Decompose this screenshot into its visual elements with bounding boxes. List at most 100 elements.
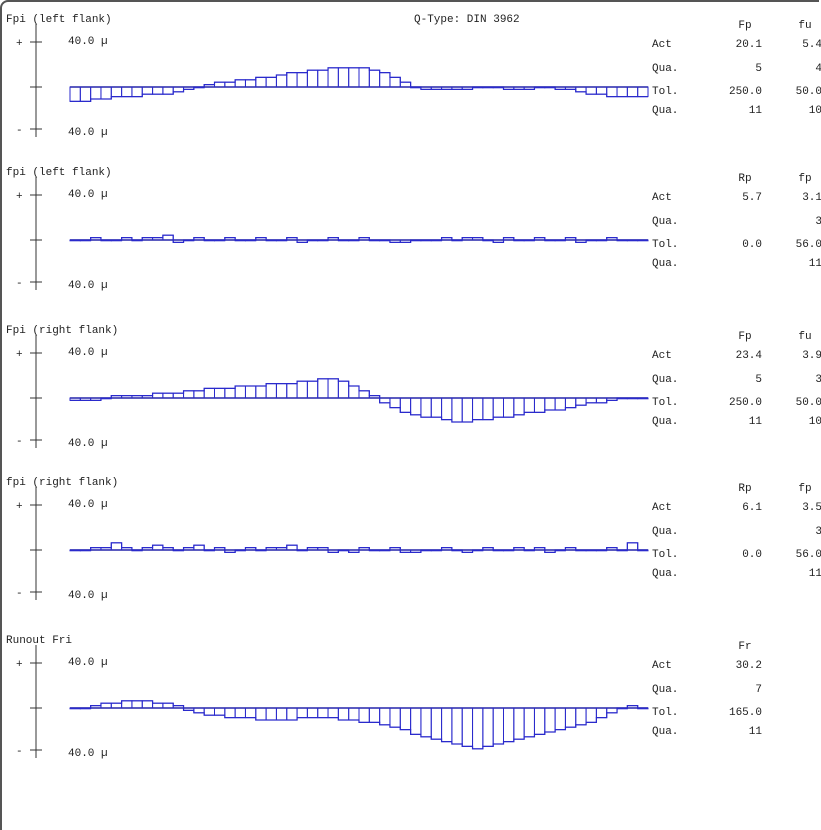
scale-label-top: 40.0 µ (68, 189, 108, 201)
bar (441, 397, 453, 421)
bar (358, 707, 370, 723)
qua-row-label: Qua. (652, 216, 678, 228)
scale-label-bottom: 40.0 µ (68, 127, 108, 139)
bar (286, 707, 298, 721)
qua-row-value: 5 (755, 63, 762, 75)
act-row-label: Act (652, 39, 672, 51)
bar (296, 72, 308, 88)
tol-row-value: 0.0 (742, 549, 762, 561)
bar (554, 707, 566, 731)
bar (410, 707, 422, 735)
bar (234, 79, 246, 88)
bar (141, 700, 154, 709)
bar (90, 86, 102, 100)
act-row-value: 3.1 (802, 192, 821, 204)
bar (327, 67, 339, 88)
deviation-curve (70, 67, 648, 103)
bar (203, 707, 215, 716)
deviation-curve (70, 378, 648, 423)
bar (585, 86, 597, 95)
tol-row-value: 50.0 (796, 86, 821, 98)
bar (110, 542, 123, 551)
deviation-curve (70, 700, 648, 750)
scale-label-bottom: 40.0 µ (68, 438, 108, 450)
stat-header: fu (798, 20, 811, 32)
bar (214, 387, 226, 399)
panel-title: fpi (right flank) (6, 477, 118, 489)
plus-sign: + (16, 38, 23, 50)
qua-row-value: 5 (755, 374, 762, 386)
bar (317, 378, 329, 399)
bar (554, 397, 566, 411)
bar (379, 72, 391, 88)
qua2-row-value: 11 (749, 416, 763, 428)
tol-row-label: Tol. (652, 239, 678, 251)
qua2-row-label: Qua. (652, 568, 678, 580)
bar (121, 700, 133, 709)
bar (69, 86, 81, 102)
tol-row-value: 50.0 (796, 397, 821, 409)
panel-2: fpi (left flank) + - 40.0 µ 40.0 µ Rp fp Act 5.7… (6, 167, 821, 292)
qua-row-value: 7 (755, 684, 762, 696)
bar (296, 707, 308, 719)
bar (533, 707, 546, 735)
scale-label-top: 40.0 µ (68, 657, 108, 669)
bar (255, 76, 267, 88)
bar (461, 397, 474, 423)
plus-sign: + (16, 659, 23, 671)
scale-label-bottom: 40.0 µ (68, 748, 108, 760)
tol-row-value: 0.0 (742, 239, 762, 251)
minus-sign: - (16, 278, 23, 290)
qua2-row-value: 11 (809, 258, 821, 270)
bar (234, 707, 246, 719)
panel-title: Fpi (right flank) (6, 325, 118, 337)
stat-header: Fr (738, 641, 751, 653)
bar (244, 385, 257, 399)
bar (193, 707, 205, 714)
bar (595, 86, 608, 95)
bar (317, 69, 329, 88)
bar (410, 397, 422, 416)
bar (152, 86, 164, 95)
bar (275, 74, 288, 88)
bar (255, 385, 267, 399)
qua-row-value: 3 (815, 374, 821, 386)
qua2-row-label: Qua. (652, 726, 678, 738)
bar (348, 707, 360, 721)
bar (399, 81, 412, 88)
tol-row-value: 250.0 (729, 397, 762, 409)
bar (482, 707, 494, 747)
bar (244, 707, 257, 719)
bar (183, 390, 195, 399)
bar (595, 707, 608, 719)
bar (389, 707, 401, 728)
act-row-value: 6.1 (742, 502, 762, 514)
bar (121, 86, 133, 98)
bar (513, 397, 525, 416)
plus-sign: + (16, 501, 23, 513)
bar (152, 392, 164, 399)
bar (244, 79, 257, 88)
act-row-value: 3.5 (802, 502, 821, 514)
bar (606, 707, 618, 714)
bar (472, 707, 484, 750)
panel-title: Runout Fri (6, 635, 72, 647)
bar (224, 387, 236, 399)
stat-header: fp (798, 173, 811, 185)
panel-1: Fpi (left flank) + - 40.0 µ 40.0 µ Fp fu Act 20.… (6, 14, 821, 139)
bar (306, 707, 319, 719)
bar (368, 707, 381, 723)
panel-5: Runout Fri + - 40.0 µ 40.0 µ Fr Act 30.2 Qua. 7 To… (6, 635, 762, 760)
bar (327, 707, 339, 719)
qua-row-label: Qua. (652, 63, 678, 75)
bar (585, 397, 597, 404)
qua-row-value: 3 (815, 216, 821, 228)
qua-row-label: Qua. (652, 374, 678, 386)
bar (337, 380, 350, 399)
bar (595, 397, 608, 404)
deviation-curve (70, 542, 648, 554)
bar (265, 383, 277, 399)
scale-label-top: 40.0 µ (68, 499, 108, 511)
act-row-value: 5.7 (742, 192, 762, 204)
